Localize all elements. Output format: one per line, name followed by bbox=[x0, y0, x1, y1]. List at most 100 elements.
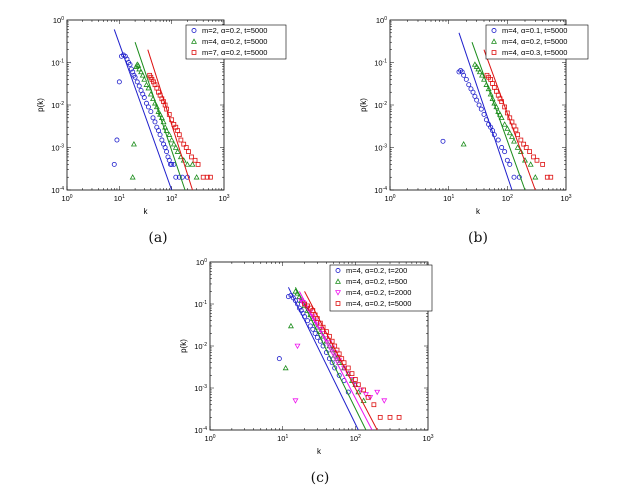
data-point bbox=[135, 62, 142, 68]
data-point bbox=[501, 121, 508, 127]
data-point bbox=[352, 377, 358, 382]
data-point bbox=[174, 148, 181, 154]
data-point bbox=[139, 72, 146, 78]
y-axis-label: p(k) bbox=[36, 98, 45, 112]
data-point bbox=[517, 148, 524, 154]
x-tick-label: 100 bbox=[204, 434, 215, 443]
data-point bbox=[485, 85, 492, 92]
data-point bbox=[310, 308, 316, 313]
data-point bbox=[168, 136, 175, 143]
data-point bbox=[387, 415, 393, 420]
y-tick-label: 10-1 bbox=[374, 59, 387, 68]
data-point bbox=[371, 402, 377, 408]
data-point bbox=[361, 387, 366, 393]
y-tick-label: 10-3 bbox=[374, 144, 387, 153]
data-point bbox=[381, 398, 388, 404]
data-point bbox=[508, 133, 515, 139]
data-point bbox=[518, 137, 524, 143]
data-point bbox=[329, 346, 336, 353]
data-point bbox=[472, 93, 478, 99]
panel-b-caption: (b) bbox=[468, 230, 488, 246]
legend-entry-2: m=4, α=0.2, t=5000 bbox=[502, 37, 567, 46]
data-point bbox=[159, 137, 165, 143]
x-tick-label: 103 bbox=[422, 434, 433, 443]
x-tick-label: 103 bbox=[218, 194, 229, 203]
y-tick-label: 10-4 bbox=[194, 426, 207, 435]
panel-a-caption: (a) bbox=[148, 230, 167, 246]
legend: m=2, α=0.2, t=5000 m=4, α=0.2, t=5000 m=7,… bbox=[185, 24, 287, 60]
y-tick-label: 100 bbox=[53, 16, 64, 25]
data-point bbox=[365, 394, 371, 400]
x-tick-label: 100 bbox=[384, 194, 395, 203]
x-tick-label: 103 bbox=[560, 194, 571, 203]
data-point bbox=[312, 330, 318, 336]
data-layer bbox=[440, 32, 554, 190]
y-tick-label: 10-2 bbox=[374, 101, 387, 110]
data-point bbox=[521, 141, 527, 147]
data-point bbox=[531, 154, 536, 160]
data-point bbox=[440, 138, 446, 144]
data-point bbox=[511, 174, 517, 180]
data-point bbox=[481, 111, 487, 117]
data-point bbox=[184, 161, 191, 167]
y-tick-label: 100 bbox=[376, 16, 387, 25]
data-point bbox=[195, 162, 201, 167]
data-point bbox=[461, 72, 467, 78]
data-point bbox=[504, 157, 510, 163]
panel-c-caption: (c) bbox=[311, 470, 330, 486]
data-point bbox=[374, 389, 381, 396]
data-point bbox=[466, 82, 472, 88]
legend: m=4, α=0.2, t=200 m=4, α=0.2, t=500 m=4, α… bbox=[329, 264, 433, 312]
legend-marker bbox=[335, 278, 341, 284]
data-point bbox=[148, 109, 154, 115]
series-1 bbox=[276, 287, 359, 430]
data-point bbox=[162, 124, 169, 130]
data-point bbox=[164, 106, 169, 112]
series-3 bbox=[483, 49, 554, 190]
fit-line bbox=[287, 287, 359, 430]
data-point bbox=[483, 81, 490, 87]
data-point bbox=[336, 372, 342, 378]
data-point bbox=[540, 162, 546, 167]
data-layer bbox=[111, 29, 213, 190]
x-tick-label: 102 bbox=[350, 434, 361, 443]
data-point bbox=[166, 112, 172, 117]
data-point bbox=[282, 364, 289, 371]
y-tick-label: 10-3 bbox=[194, 384, 207, 393]
x-axis-label: k bbox=[317, 447, 322, 456]
data-point bbox=[511, 138, 517, 144]
data-point bbox=[294, 343, 301, 350]
x-tick-label: 101 bbox=[114, 194, 125, 203]
data-point bbox=[493, 103, 500, 110]
data-point bbox=[129, 174, 136, 180]
data-point bbox=[360, 397, 367, 403]
legend-marker bbox=[491, 28, 497, 33]
series-4 bbox=[302, 291, 402, 430]
data-point bbox=[323, 336, 330, 342]
data-point bbox=[478, 106, 484, 112]
data-point bbox=[147, 91, 154, 97]
x-tick-label: 101 bbox=[277, 434, 288, 443]
legend-box bbox=[485, 24, 589, 60]
data-point bbox=[156, 128, 161, 134]
data-point bbox=[162, 145, 168, 150]
data-point bbox=[341, 360, 347, 366]
data-point bbox=[479, 72, 485, 78]
data-point bbox=[152, 100, 158, 106]
series-1 bbox=[440, 32, 522, 190]
data-point bbox=[189, 161, 196, 167]
data-point bbox=[504, 110, 510, 116]
data-point bbox=[132, 74, 138, 80]
data-point bbox=[292, 398, 299, 404]
data-point bbox=[498, 114, 505, 121]
data-point bbox=[499, 145, 505, 150]
legend-entry-1: m=4, α=0.1, t=5000 bbox=[502, 26, 567, 35]
legend-entry-3: m=7, α=0.2, t=5000 bbox=[202, 48, 267, 57]
data-point bbox=[307, 323, 313, 329]
data-point bbox=[495, 108, 502, 114]
y-tick-label: 10-4 bbox=[51, 186, 64, 195]
data-point bbox=[173, 174, 179, 180]
panel-c: (c) 100 101 102 103 10-4 10-3 10-2 10-1 100 k p(k)… bbox=[179, 258, 434, 486]
data-point bbox=[532, 174, 539, 180]
